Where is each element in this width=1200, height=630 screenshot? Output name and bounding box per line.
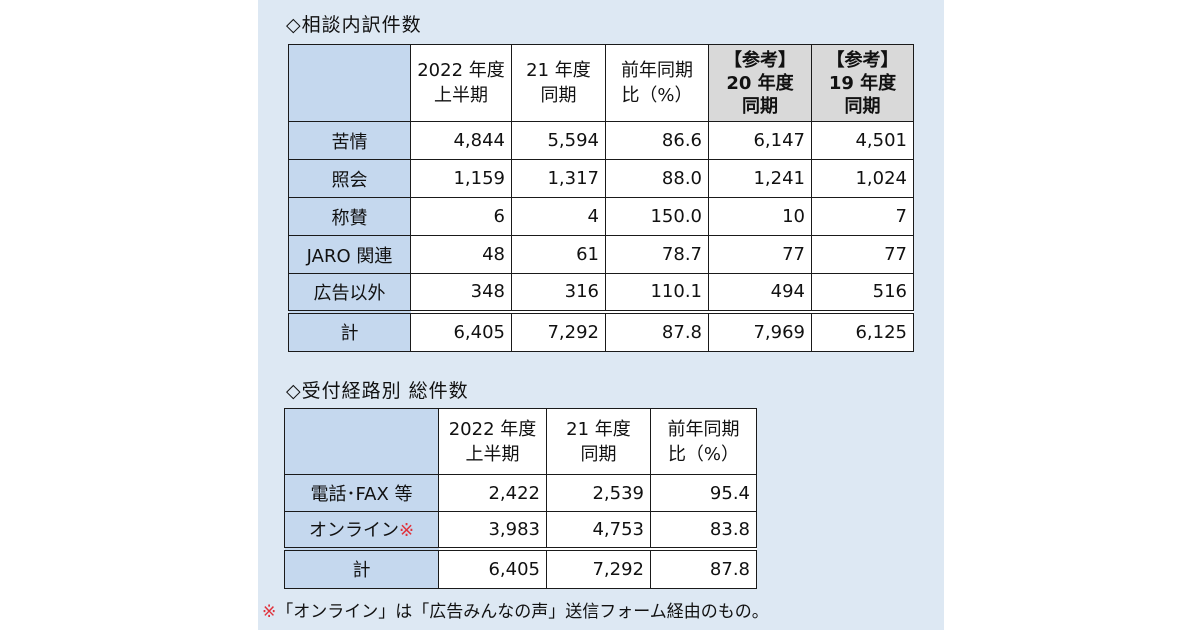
- cell-value: 516: [811, 273, 914, 312]
- footnote-mark: ※: [262, 602, 277, 622]
- cell-value: 7,292: [546, 546, 651, 589]
- table-row: 称賛 6 4 150.0 10 7: [288, 197, 914, 236]
- table2-col-header: 前年同期 比（%）: [650, 408, 757, 475]
- table1-col-header-reference: 【参考】 20 年度 同期: [708, 44, 812, 122]
- cell-value: 88.0: [605, 159, 709, 198]
- row-label: 照会: [288, 159, 411, 198]
- table1-corner-cell: [288, 44, 411, 122]
- table2-col-header: 21 年度 同期: [546, 408, 651, 475]
- cell-value: 150.0: [605, 197, 709, 236]
- cell-value: 3,983: [438, 511, 547, 549]
- cell-value: 6,147: [708, 121, 812, 160]
- note-mark: ※: [398, 520, 415, 542]
- table-row: 苦情 4,844 5,594 86.6 6,147 4,501: [288, 121, 914, 160]
- footnote-text: 「オンライン」は「広告みんなの声」送信フォーム経由のもの。: [276, 602, 769, 622]
- cell-value: 316: [511, 273, 606, 312]
- cell-value: 77: [811, 235, 914, 274]
- table1-col-header: 前年同期 比（%）: [605, 44, 709, 122]
- cell-value: 1,159: [410, 159, 512, 198]
- cell-value: 87.8: [605, 309, 709, 352]
- row-label: 計: [288, 309, 411, 352]
- cell-value: 1,024: [811, 159, 914, 198]
- cell-value: 6,125: [811, 309, 914, 352]
- table1-header-row: 2022 年度 上半期 21 年度 同期 前年同期 比（%） 【参考】 20 年度 同期 …: [288, 44, 914, 122]
- table2-corner-cell: [284, 408, 439, 475]
- cell-value: 77: [708, 235, 812, 274]
- cell-value: 7: [811, 197, 914, 236]
- cell-value: 48: [410, 235, 512, 274]
- cell-value: 4,753: [546, 511, 651, 549]
- table-row: オンライン※ 3,983 4,753 83.8: [284, 511, 757, 549]
- cell-value: 7,292: [511, 309, 606, 352]
- consultation-breakdown-table: 2022 年度 上半期 21 年度 同期 前年同期 比（%） 【参考】 20 年度 同期 …: [288, 44, 914, 352]
- cell-value: 87.8: [650, 546, 757, 589]
- row-label: 苦情: [288, 121, 411, 160]
- table2-col-header: 2022 年度 上半期: [438, 408, 547, 475]
- table2-heading: ◇受付経路別 総件数: [286, 380, 469, 402]
- table-row: JARO 関連 48 61 78.7 77 77: [288, 235, 914, 274]
- cell-value: 348: [410, 273, 512, 312]
- cell-value: 5,594: [511, 121, 606, 160]
- cell-value: 6,405: [438, 546, 547, 589]
- row-label: 広告以外: [288, 273, 411, 312]
- cell-value: 4,844: [410, 121, 512, 160]
- cell-value: 83.8: [650, 511, 757, 549]
- row-label: JARO 関連: [288, 235, 411, 274]
- cell-value: 494: [708, 273, 812, 312]
- cell-value: 6: [410, 197, 512, 236]
- cell-value: 4: [511, 197, 606, 236]
- table-total-row: 計 6,405 7,292 87.8 7,969 6,125: [288, 309, 914, 352]
- cell-value: 2,539: [546, 474, 651, 512]
- cell-value: 4,501: [811, 121, 914, 160]
- cell-value: 7,969: [708, 309, 812, 352]
- cell-value: 2,422: [438, 474, 547, 512]
- table-row: 照会 1,159 1,317 88.0 1,241 1,024: [288, 159, 914, 198]
- table1-col-header: 2022 年度 上半期: [410, 44, 512, 122]
- row-label: オンライン: [308, 520, 399, 542]
- table1-heading: ◇相談内訳件数: [286, 14, 422, 36]
- table1-col-header: 21 年度 同期: [511, 44, 606, 122]
- table-row: 電話･FAX 等 2,422 2,539 95.4: [284, 474, 757, 512]
- row-label: 電話･FAX 等: [284, 474, 439, 512]
- row-label: 称賛: [288, 197, 411, 236]
- cell-value: 10: [708, 197, 812, 236]
- row-label: 計: [284, 546, 439, 589]
- row-label-cell: オンライン※: [284, 511, 439, 549]
- cell-value: 1,317: [511, 159, 606, 198]
- cell-value: 110.1: [605, 273, 709, 312]
- footnote: ※「オンライン」は「広告みんなの声」送信フォーム経由のもの。: [262, 597, 769, 622]
- table-row: 広告以外 348 316 110.1 494 516: [288, 273, 914, 312]
- reception-channel-table: 2022 年度 上半期 21 年度 同期 前年同期 比（%） 電話･FAX 等 2,4…: [284, 408, 757, 589]
- cell-value: 1,241: [708, 159, 812, 198]
- cell-value: 61: [511, 235, 606, 274]
- table2-header-row: 2022 年度 上半期 21 年度 同期 前年同期 比（%）: [284, 408, 757, 475]
- table1-col-header-reference: 【参考】 19 年度 同期: [811, 44, 914, 122]
- cell-value: 86.6: [605, 121, 709, 160]
- table-total-row: 計 6,405 7,292 87.8: [284, 546, 757, 589]
- cell-value: 6,405: [410, 309, 512, 352]
- cell-value: 95.4: [650, 474, 757, 512]
- cell-value: 78.7: [605, 235, 709, 274]
